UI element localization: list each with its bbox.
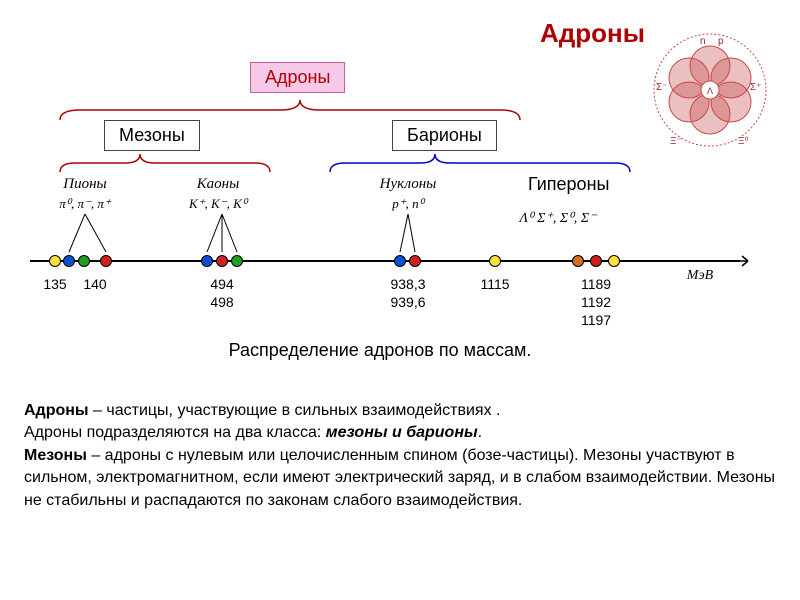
mass-dot xyxy=(216,255,228,267)
mass-value-label: 498 xyxy=(210,294,233,310)
mass-value-label: 1189 xyxy=(581,276,611,292)
mass-dot xyxy=(409,255,421,267)
mass-dot xyxy=(590,255,602,267)
mass-value-label: 494 xyxy=(210,276,233,292)
para2-pre: Адроны подразделяются на два класса: xyxy=(24,424,326,441)
mass-dot xyxy=(63,255,75,267)
mass-axis xyxy=(30,260,740,262)
mass-dot xyxy=(201,255,213,267)
term-hadrons: Адроны xyxy=(24,402,89,419)
term-mesons-baryons: мезоны и барионы xyxy=(326,424,478,441)
mass-value-label: 135 xyxy=(43,276,66,292)
mass-value-label: 1192 xyxy=(581,294,611,310)
mass-value-label: 1197 xyxy=(581,312,611,328)
mass-value-label: 938,3 xyxy=(390,276,425,292)
definition-text: Адроны – частицы, участвующие в сильных … xyxy=(24,400,776,512)
mass-dot xyxy=(49,255,61,267)
mass-value-label: 939,6 xyxy=(390,294,425,310)
axis-unit-label: МэВ xyxy=(687,268,713,284)
mass-value-label: 1115 xyxy=(480,276,509,292)
axis-arrow-icon xyxy=(734,252,752,270)
para3-rest: – адроны с нулевым или целочисленным спи… xyxy=(24,447,775,509)
para1-rest: – частицы, участвующие в сильных взаимод… xyxy=(89,402,501,419)
mass-dot xyxy=(489,255,501,267)
mass-dot xyxy=(78,255,90,267)
chart-caption: Распределение адронов по массам. xyxy=(180,340,580,361)
term-mesons: Мезоны xyxy=(24,447,87,464)
mass-dot xyxy=(394,255,406,267)
mass-dot xyxy=(608,255,620,267)
mass-dot xyxy=(100,255,112,267)
mass-dot xyxy=(231,255,243,267)
mass-value-label: 140 xyxy=(83,276,106,292)
mass-dot xyxy=(572,255,584,267)
